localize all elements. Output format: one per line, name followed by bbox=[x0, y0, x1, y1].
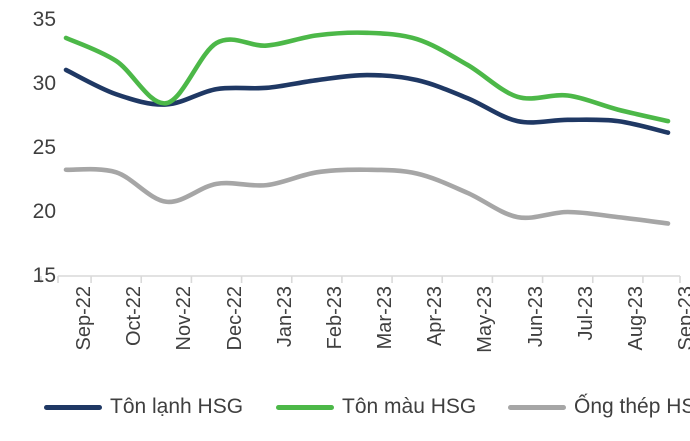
y-axis: 15 20 25 30 35 bbox=[0, 0, 56, 290]
legend-label: Tôn màu HSG bbox=[342, 395, 477, 418]
legend-item[interactable]: Tôn màu HSG bbox=[276, 396, 476, 418]
y-tick-label: 20 bbox=[32, 200, 56, 223]
legend-swatch-icon bbox=[44, 404, 102, 410]
x-tick-label: Oct-22 bbox=[123, 286, 146, 347]
plot-area bbox=[40, 30, 681, 283]
x-tick-label: Mar-23 bbox=[374, 286, 396, 350]
x-tick-label: Sep-22 bbox=[73, 286, 95, 351]
y-tick-label: 15 bbox=[32, 264, 56, 287]
x-tick-label: Jun-23 bbox=[524, 286, 547, 348]
x-tick-label: Aug-23 bbox=[624, 286, 647, 351]
series-line bbox=[63, 30, 671, 124]
legend-label: Ống thép HSG bbox=[574, 395, 690, 418]
legend-swatch-icon bbox=[276, 404, 334, 410]
y-tick-label: 25 bbox=[32, 136, 56, 159]
chart-legend: Tôn lạnh HSG Tôn màu HSG Ống thép HSG bbox=[0, 392, 690, 432]
legend-item[interactable]: Tôn lạnh HSG bbox=[44, 396, 243, 418]
legend-swatch-icon bbox=[508, 404, 566, 410]
x-tick-label: Feb-23 bbox=[323, 286, 346, 350]
x-tick-label: Sep-23 bbox=[675, 286, 690, 351]
plot-svg bbox=[40, 30, 681, 283]
x-tick-label: Nov-22 bbox=[173, 286, 196, 351]
x-tick-label: Apr-23 bbox=[424, 286, 447, 347]
legend-label: Tôn lạnh HSG bbox=[110, 395, 244, 418]
y-tick-label: 35 bbox=[32, 8, 56, 31]
series-line bbox=[63, 166, 671, 226]
x-axis: Sep-22 Oct-22 Nov-22 Dec-22 Jan-23 Feb-23 Mar-… bbox=[0, 282, 690, 382]
y-tick-label: 30 bbox=[32, 72, 56, 95]
x-tick-label: Jan-23 bbox=[273, 286, 296, 348]
x-tick-label: Dec-22 bbox=[223, 286, 246, 351]
x-tick-label: May-23 bbox=[474, 286, 497, 353]
legend-item[interactable]: Ống thép HSG bbox=[508, 396, 690, 418]
x-tick-label: Jul-23 bbox=[574, 286, 597, 341]
